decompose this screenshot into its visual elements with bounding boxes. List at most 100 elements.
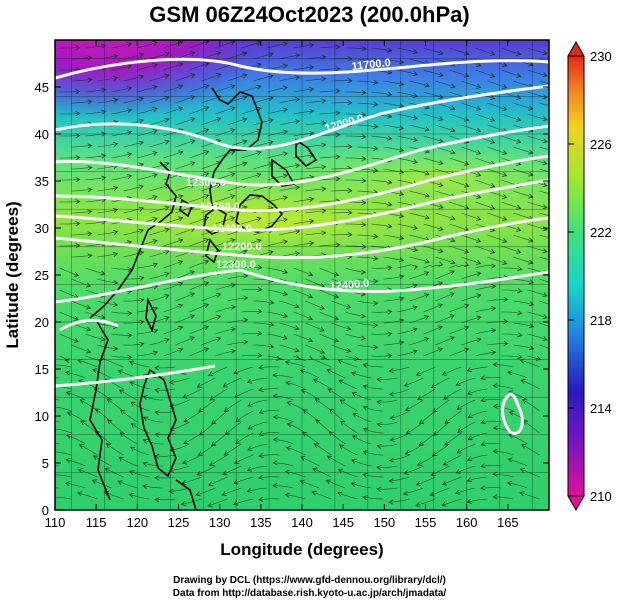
streamline-arrow: [113, 346, 119, 352]
streamline: [149, 272, 170, 280]
streamline: [189, 326, 209, 335]
streamline: [305, 56, 326, 60]
streamline-arrow: [388, 457, 395, 463]
streamline-arrow: [230, 150, 236, 156]
streamline-arrow: [257, 264, 263, 270]
streamline: [175, 118, 195, 126]
streamline-arrow: [360, 335, 367, 341]
streamline: [539, 146, 549, 150]
streamline: [59, 179, 80, 181]
streamline-arrow: [154, 497, 160, 503]
streamline-arrow: [230, 40, 236, 46]
streamline-arrow: [256, 150, 262, 156]
streamline-arrow: [168, 488, 174, 494]
streamline-arrow: [528, 259, 534, 265]
streamline-arrow: [127, 310, 133, 317]
streamline: [107, 419, 124, 434]
streamline-arrow: [335, 110, 341, 116]
streamline-arrow: [388, 368, 394, 374]
streamline: [305, 278, 325, 288]
streamline-arrow: [294, 325, 300, 331]
streamline-arrow: [256, 238, 262, 244]
streamline: [345, 113, 366, 116]
streamline-arrow: [282, 239, 289, 245]
streamline-arrow: [321, 354, 327, 360]
streamline-arrow: [373, 101, 379, 107]
streamline-arrow: [282, 63, 289, 69]
streamline-arrow: [555, 193, 559, 197]
streamline-arrow: [39, 486, 43, 490]
streamline: [389, 366, 410, 372]
streamline-arrow: [542, 72, 548, 78]
streamline-arrow: [230, 238, 236, 244]
streamline-arrow: [258, 453, 264, 458]
colorbar-body: [567, 55, 585, 497]
streamline: [449, 157, 469, 165]
colorbar-tick-label: 214: [590, 401, 612, 416]
streamline-arrow: [502, 260, 508, 265]
streamline-arrow: [66, 411, 72, 417]
streamline-arrow: [282, 173, 289, 179]
streamline: [293, 333, 313, 342]
streamline: [111, 267, 132, 270]
streamline: [390, 410, 410, 419]
streamline-arrow: [152, 129, 158, 134]
streamline: [71, 344, 91, 353]
streamline-arrow: [412, 71, 419, 76]
streamline-arrow: [398, 235, 405, 241]
streamline: [305, 344, 325, 354]
streamline-arrow: [321, 164, 327, 170]
streamline-arrow: [243, 339, 249, 345]
streamline: [357, 102, 378, 106]
streamline-arrow: [87, 143, 93, 149]
streamline: [513, 146, 533, 154]
streamline: [181, 498, 202, 505]
streamline-arrow: [333, 337, 340, 343]
streamline-arrow: [64, 358, 70, 364]
streamline-arrow: [282, 217, 289, 223]
streamline-arrow: [272, 436, 278, 443]
streamline-arrow: [389, 415, 395, 421]
streamline: [371, 135, 392, 140]
streamline-arrow: [337, 468, 344, 474]
streamline-arrow: [516, 248, 522, 254]
streamline-arrow: [189, 270, 195, 276]
streamline-arrow: [211, 419, 217, 425]
streamline: [137, 108, 158, 115]
streamline-arrow: [542, 204, 548, 210]
streamline: [301, 389, 320, 401]
streamline-arrow: [152, 41, 158, 46]
streamline: [522, 399, 540, 412]
streamline-arrow: [232, 500, 239, 506]
streamline-arrow: [282, 107, 289, 113]
streamline-arrow: [476, 238, 482, 243]
streamline-arrow: [480, 441, 486, 447]
x-axis-label: Longitude (degrees): [220, 540, 383, 559]
streamline-arrow: [75, 89, 81, 95]
streamline: [155, 410, 176, 413]
streamline: [163, 63, 183, 71]
contour-label-12300: 12300.0: [186, 177, 226, 189]
streamline: [97, 322, 118, 328]
streamline: [247, 465, 268, 471]
contour-south-west: [59, 319, 119, 332]
streamline: [201, 52, 221, 60]
streamline: [227, 275, 248, 280]
streamline: [461, 338, 481, 346]
streamline: [423, 91, 443, 98]
streamline: [377, 465, 398, 468]
streamline-arrow: [100, 314, 106, 320]
streamline: [539, 256, 549, 260]
streamline: [85, 45, 106, 49]
streamline: [111, 65, 132, 71]
streamline: [487, 343, 508, 346]
streamline-arrow: [105, 443, 112, 448]
streamline: [59, 333, 79, 342]
streamline: [253, 141, 274, 148]
streamline: [247, 399, 268, 407]
streamline-arrow: [164, 272, 170, 277]
y-tick-label: 20: [35, 315, 49, 330]
streamline-arrow: [139, 297, 145, 303]
streamline-arrow: [139, 275, 145, 281]
streamline: [520, 359, 540, 368]
